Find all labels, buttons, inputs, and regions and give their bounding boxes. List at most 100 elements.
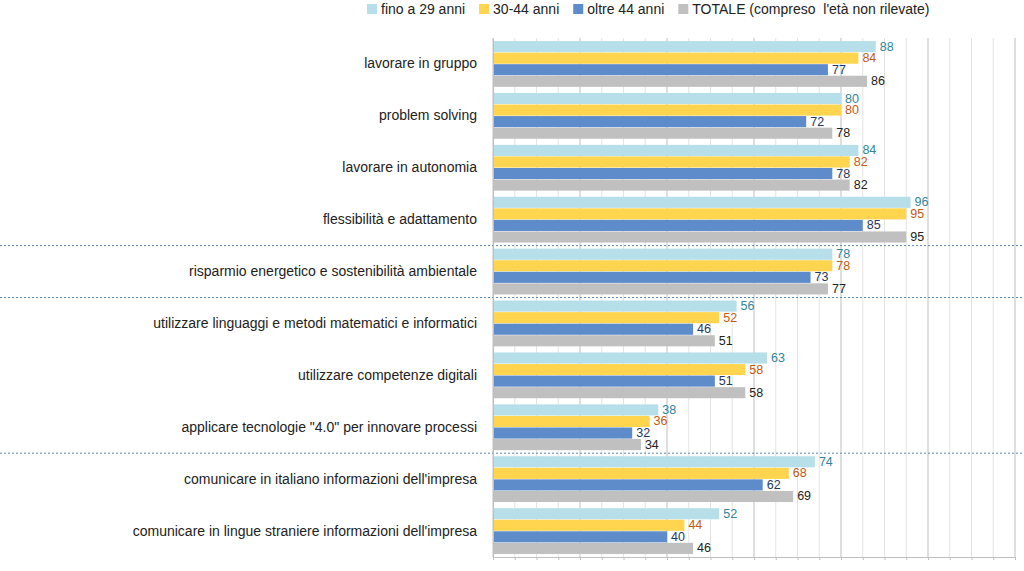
y-tick-label: applicare tecnologie "4.0" per innovare …	[181, 419, 477, 435]
data-label: 78	[836, 126, 850, 140]
legend-swatch	[678, 4, 688, 14]
bar	[493, 231, 906, 242]
grid-line	[862, 38, 863, 557]
data-label: 68	[793, 466, 807, 480]
x-tick	[972, 557, 973, 560]
bars	[493, 41, 911, 554]
bar	[493, 260, 832, 271]
x-tick-mark	[667, 557, 668, 560]
x-tick-mark	[515, 557, 516, 560]
bar	[493, 491, 793, 502]
bar	[493, 364, 745, 375]
bar	[493, 312, 719, 323]
bar	[493, 220, 863, 231]
x-tick-mark	[993, 557, 994, 560]
x-tick-mark	[1015, 557, 1016, 560]
legend-item: 30-44 anni	[479, 1, 559, 17]
series	[493, 41, 911, 519]
bar	[493, 145, 858, 156]
bar	[493, 180, 850, 191]
data-label: 72	[810, 115, 824, 129]
data-label: 86	[871, 74, 885, 88]
y-tick: lavorare in autonomia	[342, 159, 477, 175]
x-tick-mark	[580, 557, 581, 560]
separator	[0, 453, 1024, 454]
series	[493, 53, 906, 531]
x-tick	[993, 557, 994, 560]
data-label: 84	[862, 51, 876, 65]
data-label: 69	[797, 489, 811, 503]
grid-line	[971, 38, 972, 557]
legend: fino a 29 anni30-44 annioltre 44 anniTOT…	[367, 1, 929, 17]
data-label: 58	[749, 363, 763, 377]
x-tick	[537, 557, 538, 560]
x-tick	[732, 557, 733, 560]
x-tick-mark	[906, 557, 907, 560]
bar	[493, 387, 745, 398]
bar	[493, 520, 684, 531]
x-tick	[624, 557, 625, 560]
x-tick-mark	[885, 557, 886, 560]
bar	[493, 283, 828, 294]
x-tick	[776, 557, 777, 560]
x-tick	[558, 557, 559, 560]
bar	[493, 404, 658, 415]
x-tick-mark	[558, 557, 559, 560]
data-label: 78	[836, 167, 850, 181]
data-label: 78	[836, 259, 850, 273]
data-label: 51	[719, 374, 733, 388]
bar	[493, 531, 667, 542]
bar	[493, 128, 832, 139]
bar	[493, 64, 828, 75]
bar	[493, 376, 715, 387]
data-label: 82	[854, 155, 868, 169]
x-tick	[711, 557, 712, 560]
x-tick	[863, 557, 864, 560]
data-label: 40	[671, 530, 685, 544]
x-tick-mark	[841, 557, 842, 560]
x-tick	[1015, 557, 1016, 560]
series	[493, 64, 863, 542]
series	[493, 76, 906, 554]
data-label: 77	[832, 63, 846, 77]
x-tick-mark	[711, 557, 712, 560]
y-tick-label: risparmio energetico e sostenibilità amb…	[189, 263, 477, 279]
y-tick: utilizzare linguaggi e metodi matematici…	[153, 315, 477, 331]
bar	[493, 76, 867, 87]
x-tick	[580, 557, 581, 560]
x-tick-mark	[732, 557, 733, 560]
legend-swatch	[479, 4, 489, 14]
y-tick-label: flessibilità e adattamento	[323, 211, 477, 227]
x-axis	[494, 557, 1016, 560]
data-label: 63	[771, 351, 785, 365]
data-label: 73	[815, 270, 829, 284]
y-tick: risparmio energetico e sostenibilità amb…	[189, 263, 477, 279]
legend-item: oltre 44 anni	[573, 1, 664, 17]
data-label: 95	[910, 207, 924, 221]
x-tick	[885, 557, 886, 560]
legend-swatch	[573, 4, 583, 14]
x-tick	[602, 557, 603, 560]
chart: 8880849678566338745284808295785258366844…	[0, 0, 1024, 571]
bar	[493, 427, 632, 438]
x-axis-line	[494, 558, 1016, 561]
y-tick-label: lavorare in autonomia	[342, 159, 477, 175]
x-tick	[689, 557, 690, 560]
x-tick	[906, 557, 907, 560]
x-tick-mark	[863, 557, 864, 560]
data-label: 46	[697, 322, 711, 336]
data-label: 77	[832, 282, 846, 296]
data-label: 51	[719, 334, 733, 348]
bar	[493, 479, 763, 490]
x-tick-mark	[776, 557, 777, 560]
y-tick: utilizzare competenze digitali	[298, 367, 477, 383]
data-label: 80	[845, 103, 859, 117]
grid-line	[710, 38, 711, 557]
bar	[493, 116, 806, 127]
data-label: 44	[688, 518, 702, 532]
y-axis-line	[493, 39, 494, 558]
legend-label: oltre 44 anni	[587, 1, 664, 17]
grid-line	[623, 38, 624, 557]
x-tick	[667, 557, 668, 560]
data-label: 82	[854, 178, 868, 192]
